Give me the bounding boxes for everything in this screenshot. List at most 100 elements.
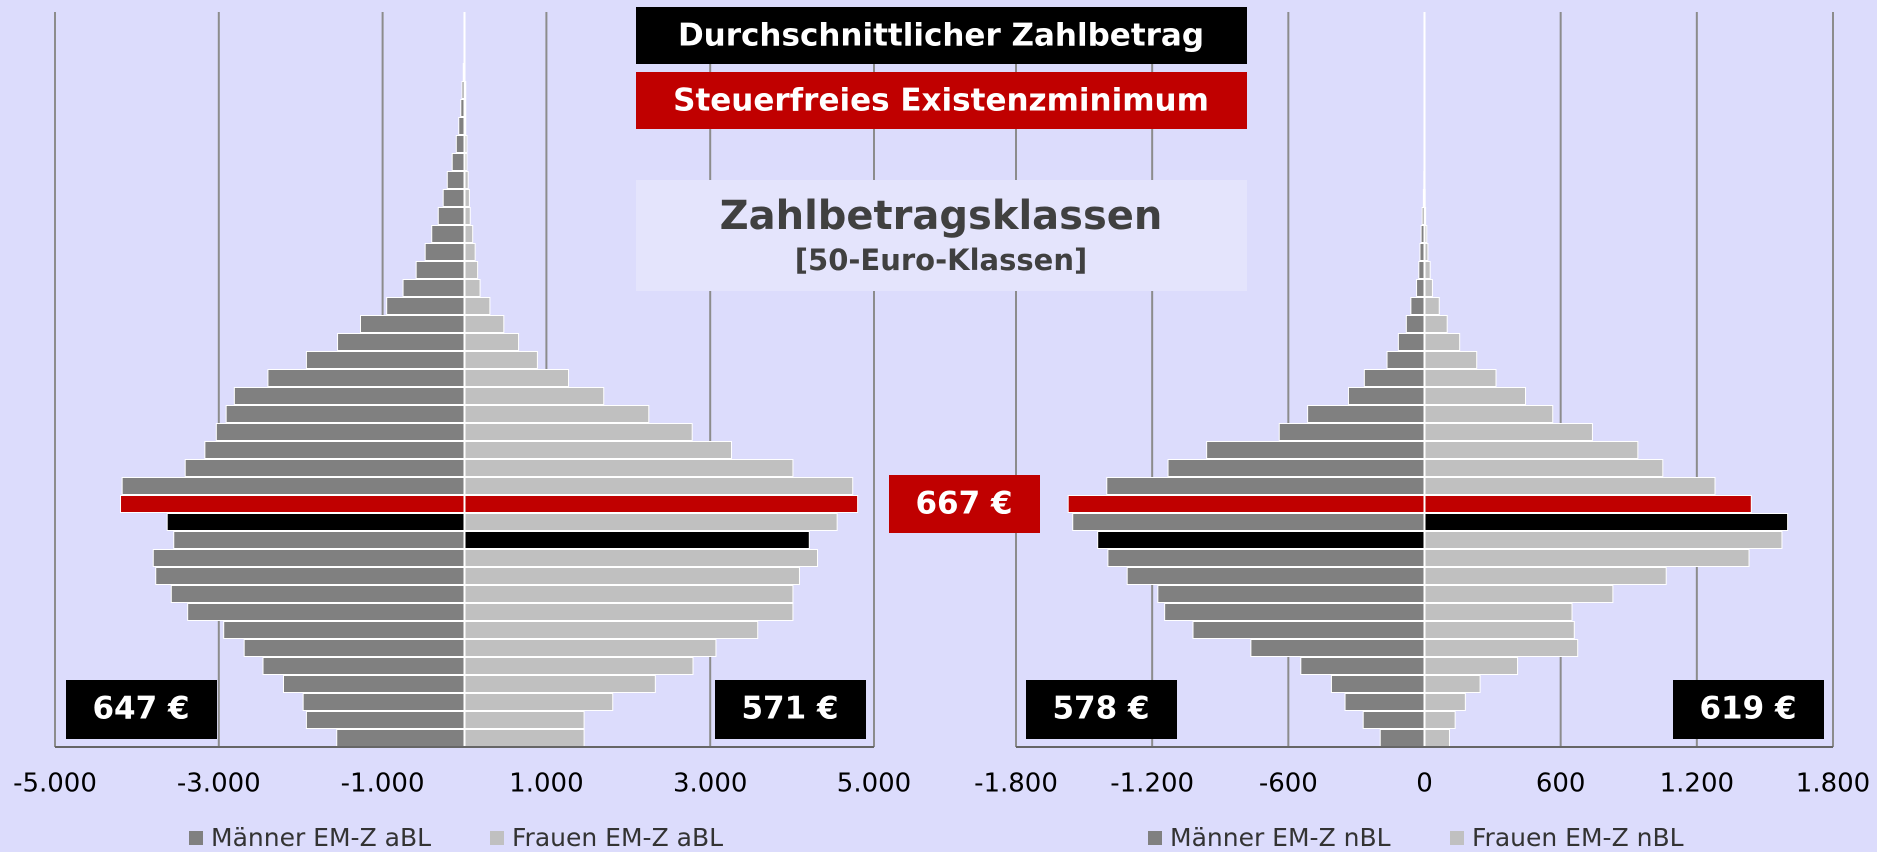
bar xyxy=(464,729,585,747)
bar xyxy=(1424,279,1433,297)
bar xyxy=(1157,585,1426,603)
bar xyxy=(1424,693,1466,711)
bar xyxy=(415,261,465,279)
bar xyxy=(464,477,854,495)
title-panel xyxy=(636,180,1247,291)
bar xyxy=(464,333,520,351)
bar xyxy=(451,153,465,171)
bar xyxy=(464,351,538,369)
average-label: 571 € xyxy=(741,691,838,727)
bar xyxy=(337,333,465,351)
bar xyxy=(1164,603,1425,621)
bar xyxy=(155,567,465,585)
bar xyxy=(424,243,465,261)
bar xyxy=(431,225,465,243)
bar xyxy=(1107,549,1425,567)
bar xyxy=(464,405,650,423)
bar xyxy=(305,351,466,369)
minimum-box xyxy=(889,475,1040,533)
bar xyxy=(1424,549,1750,567)
bar xyxy=(1397,333,1425,351)
bar xyxy=(1424,657,1519,675)
bar xyxy=(283,675,465,693)
bar xyxy=(233,387,465,405)
x-tick-label: 1.000 xyxy=(509,769,583,799)
bar xyxy=(170,585,465,603)
x-tick-label: 5.000 xyxy=(837,769,911,799)
bar xyxy=(243,639,465,657)
average-box xyxy=(715,680,866,739)
bar xyxy=(1250,639,1425,657)
bar xyxy=(1126,567,1425,585)
bar xyxy=(152,549,465,567)
bar xyxy=(1330,675,1425,693)
average-label: 647 € xyxy=(92,691,189,727)
legend-label: Männer EM-Z aBL xyxy=(211,823,431,852)
bar xyxy=(464,621,759,639)
bar xyxy=(1424,387,1526,405)
bar xyxy=(1424,423,1593,441)
x-tick-label: 600 xyxy=(1536,769,1586,799)
title: Zahlbetragsklassen xyxy=(720,193,1163,239)
bar xyxy=(464,567,800,585)
bar xyxy=(464,675,656,693)
x-tick-label: -1.200 xyxy=(1110,769,1194,799)
bar xyxy=(455,135,465,153)
bar xyxy=(1379,729,1426,747)
bar xyxy=(1072,513,1425,531)
bar xyxy=(1424,567,1667,585)
bar xyxy=(464,603,794,621)
key-label: Durchschnittlicher Zahlbetrag xyxy=(678,18,1204,54)
bar xyxy=(464,225,474,243)
bar xyxy=(302,693,466,711)
bar xyxy=(1067,495,1426,513)
bar xyxy=(204,441,465,459)
bar xyxy=(464,297,491,315)
bar xyxy=(464,279,481,297)
bar xyxy=(1416,279,1425,297)
bar xyxy=(120,495,466,513)
legend-label: Frauen EM-Z nBL xyxy=(1472,823,1684,852)
bar xyxy=(1424,513,1789,531)
bar xyxy=(121,477,466,495)
bar xyxy=(464,513,838,531)
key-label: Steuerfreies Existenzminimum xyxy=(673,83,1209,119)
average-box xyxy=(66,680,217,739)
legend-swatch xyxy=(189,831,203,845)
x-tick-label: -1.800 xyxy=(974,769,1058,799)
bar xyxy=(464,693,614,711)
bar xyxy=(1424,315,1448,333)
bar xyxy=(464,369,570,387)
bar xyxy=(1347,387,1426,405)
x-tick-label: 1.200 xyxy=(1660,769,1734,799)
x-tick-label: -1.000 xyxy=(341,769,425,799)
bar xyxy=(336,729,465,747)
bar xyxy=(464,387,605,405)
bar xyxy=(402,279,466,297)
average-box xyxy=(1673,680,1824,739)
bar xyxy=(166,513,465,531)
bar xyxy=(1424,477,1716,495)
bar xyxy=(386,297,466,315)
key-boxes: Durchschnittlicher Zahlbetrag Steuerfreie… xyxy=(636,7,1247,129)
bar xyxy=(464,585,794,603)
minimum-label: 667 € xyxy=(915,486,1012,522)
bar xyxy=(267,369,465,387)
bar xyxy=(1405,315,1426,333)
subtitle: [50-Euro-Klassen] xyxy=(795,243,1087,277)
average-label: 578 € xyxy=(1052,691,1149,727)
bar xyxy=(1424,369,1497,387)
bar xyxy=(262,657,465,675)
bar xyxy=(173,531,465,549)
key-box xyxy=(636,72,1247,129)
bar xyxy=(464,261,479,279)
bar xyxy=(464,639,717,657)
bar xyxy=(1424,459,1664,477)
bar xyxy=(446,171,465,189)
bar xyxy=(464,459,794,477)
legend-label: Männer EM-Z nBL xyxy=(1170,823,1391,852)
bar xyxy=(464,441,732,459)
bar xyxy=(442,189,465,207)
bar xyxy=(225,405,465,423)
bar xyxy=(1106,477,1426,495)
